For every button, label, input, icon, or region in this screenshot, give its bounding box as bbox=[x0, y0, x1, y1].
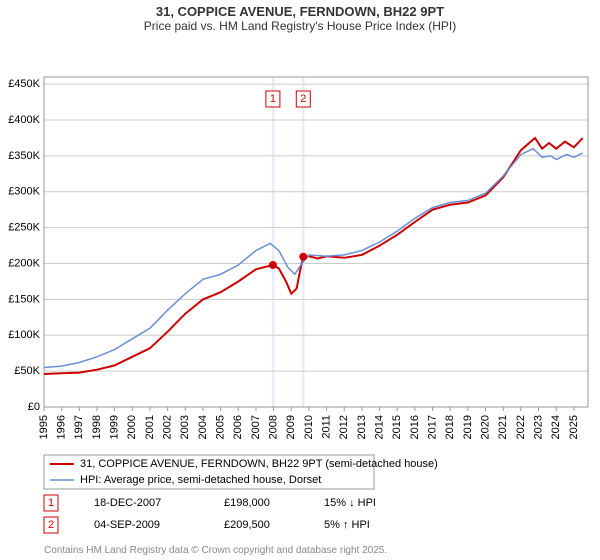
marker-flag-label: 1 bbox=[270, 93, 276, 105]
x-tick-label: 2024 bbox=[550, 415, 562, 439]
data-row-marker-label: 2 bbox=[48, 519, 54, 531]
x-tick-label: 2013 bbox=[356, 415, 368, 439]
data-row-price: £209,500 bbox=[224, 519, 270, 531]
y-tick-label: £100K bbox=[8, 329, 40, 341]
x-tick-label: 2025 bbox=[568, 415, 580, 439]
plot-border bbox=[44, 77, 588, 407]
chart-container: 31, COPPICE AVENUE, FERNDOWN, BH22 9PT P… bbox=[0, 0, 600, 560]
data-row-delta: 5% ↑ HPI bbox=[324, 519, 370, 531]
y-tick-label: £200K bbox=[8, 257, 40, 269]
x-tick-label: 2005 bbox=[215, 415, 227, 439]
x-tick-label: 2020 bbox=[479, 415, 491, 439]
x-tick-label: 1997 bbox=[73, 415, 85, 439]
x-tick-label: 2000 bbox=[126, 415, 138, 439]
x-tick-label: 2023 bbox=[532, 415, 544, 439]
x-tick-label: 1998 bbox=[91, 415, 103, 439]
x-tick-label: 2006 bbox=[232, 415, 244, 439]
legend-label: HPI: Average price, semi-detached house,… bbox=[80, 474, 321, 486]
data-row-delta: 15% ↓ HPI bbox=[324, 497, 376, 509]
x-tick-label: 1996 bbox=[56, 415, 68, 439]
x-tick-label: 1995 bbox=[38, 415, 50, 439]
highlight-band bbox=[272, 77, 275, 407]
x-tick-label: 2022 bbox=[515, 415, 527, 439]
marker-flag-label: 2 bbox=[300, 93, 306, 105]
data-row-date: 04-SEP-2009 bbox=[94, 519, 160, 531]
legend-label: 31, COPPICE AVENUE, FERNDOWN, BH22 9PT (… bbox=[80, 458, 438, 470]
marker-dot bbox=[299, 253, 307, 261]
x-tick-label: 2012 bbox=[338, 415, 350, 439]
y-tick-label: £0 bbox=[28, 401, 40, 413]
x-tick-label: 2010 bbox=[303, 415, 315, 439]
y-tick-label: £350K bbox=[8, 150, 40, 162]
x-tick-label: 2008 bbox=[268, 415, 280, 439]
x-tick-label: 2018 bbox=[444, 415, 456, 439]
highlight-band bbox=[302, 77, 305, 407]
data-row-date: 18-DEC-2007 bbox=[94, 497, 161, 509]
marker-dot bbox=[269, 261, 277, 269]
chart-subtitle: Price paid vs. HM Land Registry's House … bbox=[0, 19, 600, 35]
y-tick-label: £450K bbox=[8, 78, 40, 90]
x-tick-label: 2004 bbox=[197, 415, 209, 439]
data-row-marker-label: 1 bbox=[48, 497, 54, 509]
x-tick-label: 2009 bbox=[285, 415, 297, 439]
y-tick-label: £300K bbox=[8, 186, 40, 198]
x-tick-label: 2021 bbox=[497, 415, 509, 439]
y-tick-label: £250K bbox=[8, 222, 40, 234]
y-tick-label: £50K bbox=[14, 365, 40, 377]
x-tick-label: 2016 bbox=[409, 415, 421, 439]
x-tick-label: 2002 bbox=[162, 415, 174, 439]
y-tick-label: £400K bbox=[8, 114, 40, 126]
x-tick-label: 2015 bbox=[391, 415, 403, 439]
chart-svg: £0 £50K £100K £150K £200K £250K £300K £350K £400… bbox=[0, 35, 600, 555]
x-tick-label: 2003 bbox=[179, 415, 191, 439]
copyright-line: Contains HM Land Registry data © Crown c… bbox=[44, 545, 387, 555]
x-tick-label: 2001 bbox=[144, 415, 156, 439]
x-tick-label: 2007 bbox=[250, 415, 262, 439]
x-tick-label: 1999 bbox=[109, 415, 121, 439]
x-tick-label: 2017 bbox=[426, 415, 438, 439]
x-tick-label: 2014 bbox=[373, 415, 385, 439]
x-tick-label: 2011 bbox=[321, 415, 333, 439]
y-tick-label: £150K bbox=[8, 293, 40, 305]
chart-title: 31, COPPICE AVENUE, FERNDOWN, BH22 9PT bbox=[0, 0, 600, 19]
data-row-price: £198,000 bbox=[224, 497, 270, 509]
x-tick-label: 2019 bbox=[462, 415, 474, 439]
